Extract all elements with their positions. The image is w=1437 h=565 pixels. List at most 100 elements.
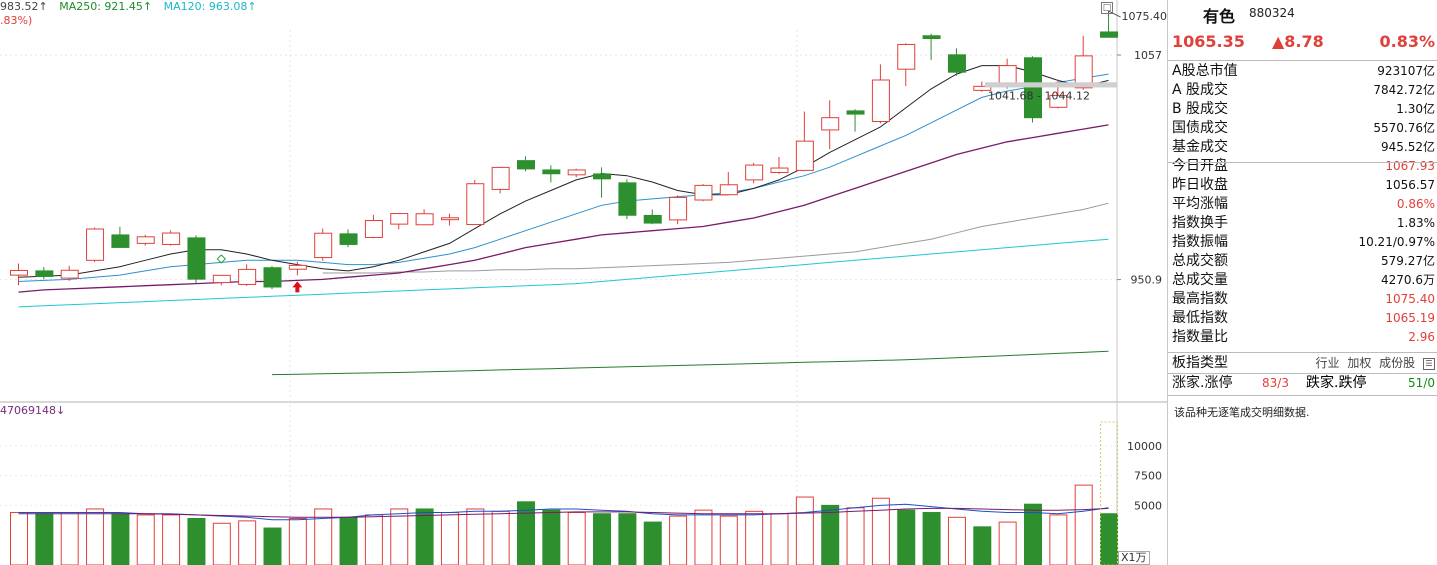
volume-bar <box>288 518 307 565</box>
volume-bar <box>364 514 383 565</box>
kline-chart-area[interactable]: 1057 950.9 10000 7500 5000 1075.40 1041.68 - 1… <box>0 0 1167 565</box>
volume-bar <box>897 509 916 565</box>
stat-label: 昨日收盘 <box>1172 177 1228 193</box>
ma20-line <box>18 124 1109 293</box>
volume-bar <box>187 518 206 565</box>
volume-bar <box>35 513 54 565</box>
candle-body <box>669 196 688 221</box>
volume-unit-label: X1万 <box>1118 551 1150 565</box>
stat-value: 0.86% <box>1396 197 1435 211</box>
index-code: 880324 <box>1249 6 1295 20</box>
volume-bar <box>1074 484 1093 565</box>
candle-body <box>643 214 662 224</box>
stat-row: 最低指数 1065.19 <box>1168 309 1437 328</box>
volume-bar <box>1024 503 1042 565</box>
stat-row: A股总市值 923107亿 <box>1168 62 1437 81</box>
ma-legend-partial: 983.52↑ <box>0 0 48 13</box>
volume-bar <box>415 508 434 565</box>
gap-band <box>985 82 1117 88</box>
candle-body <box>162 232 181 245</box>
candle-body <box>947 54 966 73</box>
current-price: 1065.35 <box>1172 32 1245 51</box>
stat-value: 4270.6万 <box>1381 273 1435 287</box>
volume-bar <box>745 510 764 565</box>
stat-value: 1067.93 <box>1385 159 1435 173</box>
rise-value: 83/3 <box>1262 376 1289 390</box>
price-change-percent: 0.83% <box>1379 32 1435 51</box>
stat-row: 总成交额 579.27亿 <box>1168 252 1437 271</box>
stat-row: 昨日收盘 1056.57 <box>1168 176 1437 195</box>
ma-legend: 983.52↑ MA250: 921.45↑ MA120: 963.08↑ <box>0 0 265 14</box>
ma60-line <box>322 202 1109 274</box>
candle-body <box>60 269 79 279</box>
candle-body <box>618 182 637 216</box>
volume-highlight <box>1100 421 1119 565</box>
stat-row: 最高指数 1075.40 <box>1168 290 1437 309</box>
volume-bar <box>846 507 865 565</box>
stat-value: 1065.19 <box>1385 311 1435 325</box>
list-icon[interactable]: ☰ <box>1423 357 1435 370</box>
ma250-line <box>271 350 1109 376</box>
candle-body <box>339 233 358 245</box>
stat-row: 指数量比 2.96 <box>1168 328 1437 347</box>
stat-label: 最高指数 <box>1172 291 1228 307</box>
fall-value: 51/0 <box>1408 376 1435 390</box>
volume-tick-label: 5000 <box>1134 499 1162 512</box>
candle-body <box>212 274 231 284</box>
volume-bar <box>111 513 130 565</box>
volume-bar <box>947 516 966 565</box>
type-option-constituents[interactable]: 成份股 <box>1379 356 1416 370</box>
candle-body <box>136 236 155 244</box>
volume-bar <box>339 516 358 565</box>
stat-label: 指数振幅 <box>1172 234 1228 250</box>
candle-body <box>593 173 612 180</box>
candle-body <box>466 183 485 226</box>
volume-bar <box>567 512 586 565</box>
volume-bar <box>795 496 814 565</box>
maximize-icon[interactable]: □ <box>1101 2 1113 14</box>
volume-bar <box>694 509 713 565</box>
ma250-legend: MA250: 921.45↑ <box>59 0 153 13</box>
type-option-weighted[interactable]: 加权 <box>1347 356 1372 370</box>
candle-body <box>364 220 383 238</box>
stat-value: 945.52亿 <box>1381 140 1435 154</box>
volume-bar <box>10 512 28 565</box>
volume-bar <box>770 513 789 565</box>
candle-body <box>440 217 459 221</box>
volume-bar <box>440 512 459 565</box>
fall-label: 跌家.跌停 <box>1306 375 1367 391</box>
index-type-options: 行业 加权 成份股 ☰ <box>1311 354 1435 373</box>
volume-tick-label: 10000 <box>1127 440 1162 453</box>
volume-bar <box>263 527 282 565</box>
volume-bar <box>871 497 890 565</box>
volume-bar <box>390 508 409 565</box>
ma5-line <box>18 65 1109 278</box>
divider <box>1168 162 1437 163</box>
stat-label: 基金成交 <box>1172 139 1228 155</box>
stat-value: 1.83% <box>1396 216 1435 230</box>
candle-body <box>567 169 586 176</box>
stat-row: 国债成交 5570.76亿 <box>1168 119 1437 138</box>
stat-label: 今日开盘 <box>1172 158 1228 174</box>
candle-body <box>238 268 257 285</box>
candle-body <box>1100 31 1119 38</box>
volume-bar <box>669 515 688 565</box>
price-tick-label: 1057 <box>1134 49 1162 62</box>
candle-body <box>694 184 713 201</box>
candle-body <box>871 79 890 122</box>
type-option-industry[interactable]: 行业 <box>1315 356 1340 370</box>
stat-row: 指数换手 1.83% <box>1168 214 1437 233</box>
stat-value: 5570.76亿 <box>1373 121 1435 135</box>
divider <box>1168 352 1437 353</box>
price-tick-label: 950.9 <box>1131 274 1163 287</box>
volume-bar <box>618 513 637 565</box>
volume-bar <box>162 514 181 565</box>
volume-legend: 47069148↓ <box>0 404 66 417</box>
candle-body <box>1074 55 1093 89</box>
candle-body <box>745 164 764 181</box>
volume-bar <box>86 508 105 565</box>
volume-bar <box>821 504 840 565</box>
kline-chart[interactable]: 1057 950.9 10000 7500 5000 1075.40 1041.68 - 1… <box>0 0 1167 565</box>
candle-body <box>35 270 54 277</box>
stat-value: 7842.72亿 <box>1373 83 1435 97</box>
